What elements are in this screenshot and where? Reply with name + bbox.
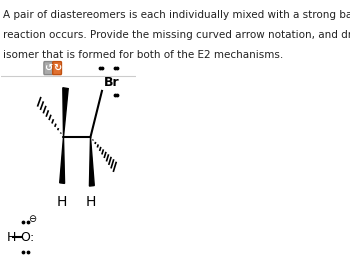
FancyBboxPatch shape bbox=[53, 62, 62, 75]
Text: ↻: ↻ bbox=[53, 63, 61, 73]
Text: H: H bbox=[86, 195, 96, 209]
Text: isomer that is formed for both of the E2 mechanisms.: isomer that is formed for both of the E2… bbox=[3, 50, 283, 60]
FancyBboxPatch shape bbox=[44, 62, 53, 75]
Polygon shape bbox=[63, 88, 68, 137]
Text: O: O bbox=[21, 231, 30, 244]
Text: Br: Br bbox=[104, 76, 120, 89]
Polygon shape bbox=[89, 137, 94, 186]
Polygon shape bbox=[60, 137, 64, 183]
Text: H: H bbox=[57, 195, 67, 209]
Text: ↺: ↺ bbox=[44, 63, 52, 73]
Text: reaction occurs. Provide the missing curved arrow notation, and draw the correct: reaction occurs. Provide the missing cur… bbox=[3, 30, 350, 40]
Text: H: H bbox=[7, 231, 16, 244]
Text: :: : bbox=[29, 231, 34, 244]
Text: A pair of diastereomers is each individually mixed with a strong base, and for b: A pair of diastereomers is each individu… bbox=[3, 10, 350, 19]
Text: ⊖: ⊖ bbox=[28, 214, 36, 224]
